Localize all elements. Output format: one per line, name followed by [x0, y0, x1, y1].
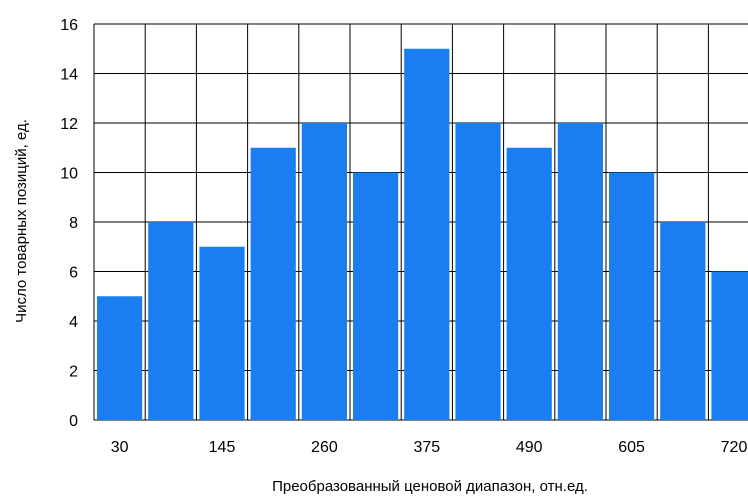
y-tick-label: 4 — [69, 314, 78, 331]
x-tick-label: 145 — [209, 439, 236, 456]
bars — [97, 48, 748, 420]
bar — [609, 172, 655, 420]
y-axis-label: Число товарных позиций, ед. — [13, 119, 30, 323]
x-tick-label: 30 — [111, 439, 129, 456]
x-tick-label: 260 — [311, 439, 338, 456]
x-axis-label: Преобразованный ценовой диапазон, отн.ед… — [272, 478, 588, 495]
bar — [404, 48, 450, 420]
bar — [455, 123, 501, 420]
x-tick-label: 490 — [516, 439, 543, 456]
x-tick-label: 720 — [721, 439, 748, 456]
y-tick-label: 10 — [60, 166, 78, 183]
bar — [711, 271, 748, 420]
bar — [301, 123, 347, 420]
y-tick-label: 14 — [60, 67, 78, 84]
y-tick-label: 8 — [69, 215, 78, 232]
y-tick-label: 0 — [69, 413, 78, 430]
bar — [148, 222, 194, 420]
y-tick-label: 12 — [60, 116, 78, 133]
x-tick-labels: 30 145 260 375 490 605 720 — [111, 439, 748, 456]
bar — [97, 296, 143, 420]
y-tick-label: 6 — [69, 265, 78, 282]
y-tick-label: 2 — [69, 364, 78, 381]
x-tick-label: 375 — [413, 439, 440, 456]
bar — [506, 147, 552, 420]
y-tick-labels: 0 2 4 6 8 10 12 14 16 — [60, 17, 78, 430]
bar — [250, 147, 296, 420]
bar — [557, 123, 603, 420]
x-tick-label: 605 — [618, 439, 645, 456]
y-tick-label: 16 — [60, 17, 78, 34]
bar — [199, 246, 245, 420]
bar — [353, 172, 399, 420]
bar — [660, 222, 706, 420]
